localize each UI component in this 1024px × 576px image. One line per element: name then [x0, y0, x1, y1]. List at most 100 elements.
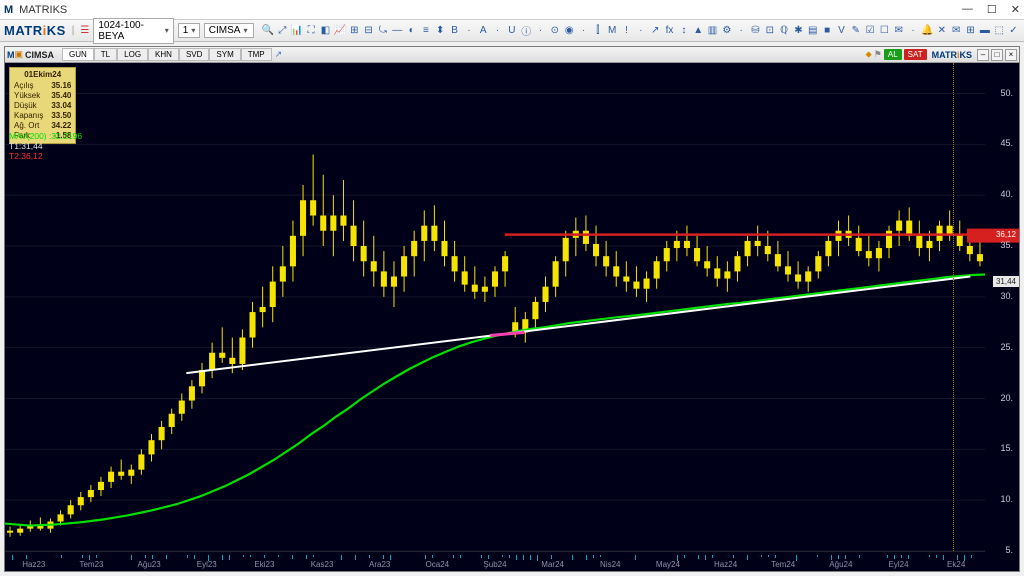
maximize-button[interactable]: ☐ [987, 3, 997, 16]
price-tag-trend: 31,44 [993, 276, 1019, 287]
toolbar-icon-47[interactable]: ✕ [936, 24, 948, 38]
toolbar-icon-9[interactable]: — [391, 24, 403, 38]
toolbar-icon-17[interactable]: U [506, 24, 518, 38]
close-button[interactable]: ✕ [1011, 3, 1020, 16]
chart-canvas [5, 63, 1019, 571]
sell-badge[interactable]: SAT [904, 49, 927, 60]
toolbar-icon-41[interactable]: ✎ [850, 24, 862, 38]
toolbar-icon-27[interactable]: ↗ [649, 24, 661, 38]
toolbar-icon-22[interactable]: · [577, 24, 589, 38]
toolbar-icon-52[interactable]: ✓ [1007, 24, 1019, 38]
chart-header: M ▣ CIMSA GUNTLLOGKHNSVDSYMTMP ↗ ⬥ ⚑ AL … [5, 47, 1019, 63]
x-tick-label: Eki23 [254, 560, 274, 569]
toolbar-icon-24[interactable]: M [606, 24, 618, 38]
chart-close-button[interactable]: × [1005, 49, 1017, 61]
symbol-search[interactable]: CIMSA [204, 23, 254, 38]
toolbar-icon-3[interactable]: ⛶ [305, 24, 317, 38]
toolbar-icon-49[interactable]: ⊞ [964, 24, 976, 38]
toolbar-icon-44[interactable]: ✉ [893, 24, 905, 38]
toolbar-icon-34[interactable]: ⛁ [749, 24, 761, 38]
toolbar-icon-4[interactable]: ◧ [319, 24, 331, 38]
toolbar-icon-40[interactable]: V [835, 24, 847, 38]
tab-extra-icon[interactable]: ↗ [275, 49, 283, 60]
app-logo-icon: M [4, 4, 13, 16]
chart-logo-icon: M [7, 50, 15, 60]
toolbar-icon-2[interactable]: 📊 [291, 24, 303, 38]
toolbar-icon-39[interactable]: ■ [821, 24, 833, 38]
toolbar-icon-18[interactable]: ⓘ [520, 24, 532, 38]
flag-icon[interactable]: ⚑ [874, 49, 882, 60]
toolbar-icon-48[interactable]: ✉ [950, 24, 962, 38]
toolbar-icon-35[interactable]: ⊡ [764, 24, 776, 38]
x-tick-label: Tem23 [79, 560, 103, 569]
toolbar-icon-19[interactable]: · [534, 24, 546, 38]
y-tick-label: 30. [1000, 291, 1013, 301]
tab-tmp[interactable]: TMP [241, 48, 272, 61]
chart-maximize-button[interactable]: □ [991, 49, 1003, 61]
x-tick-label: Oca24 [426, 560, 450, 569]
toolbar-icon-31[interactable]: ▥ [706, 24, 718, 38]
y-tick-label: 40. [1000, 189, 1013, 199]
toolbar-icon-13[interactable]: B [448, 24, 460, 38]
toolbar-icon-45[interactable]: · [907, 24, 919, 38]
brand-logo: MATRiKS [4, 23, 66, 38]
tab-khn[interactable]: KHN [148, 48, 179, 61]
x-tick-label: Haz23 [22, 560, 45, 569]
toolbar-icon-5[interactable]: 📈 [334, 24, 346, 38]
y-tick-label: 5. [1005, 545, 1013, 555]
toolbar-icon-37[interactable]: ✱ [792, 24, 804, 38]
ohlc-row: Açılış35.16 [14, 81, 71, 91]
toolbar-icon-8[interactable]: ⤿ [377, 24, 389, 38]
interval-dropdown[interactable]: 1 [178, 23, 200, 38]
toolbar-icon-16[interactable]: · [491, 24, 503, 38]
buy-badge[interactable]: AL [884, 49, 902, 60]
toolbar-icon-0[interactable]: 🔍 [262, 24, 274, 38]
toolbar-icon-42[interactable]: ☑ [864, 24, 876, 38]
chart-brand: MATRiKS [932, 50, 972, 60]
toolbar-icon-46[interactable]: 🔔 [921, 24, 933, 38]
chart-minimize-button[interactable]: – [977, 49, 989, 61]
toolbar-icon-23[interactable]: ⫿ [592, 24, 604, 38]
toolbar-icon-50[interactable]: ▬ [979, 24, 991, 38]
ohlc-row: Yüksek35.40 [14, 91, 71, 101]
toolbar-icon-12[interactable]: ⬍ [434, 24, 446, 38]
toolbar-icon-28[interactable]: fx [663, 24, 675, 38]
x-tick-label: Eyl24 [889, 560, 909, 569]
toolbar-icon-29[interactable]: ↕ [678, 24, 690, 38]
tab-sym[interactable]: SYM [209, 48, 240, 61]
indicator-labels: MAV(200) :32.2196 T1:31,44 T2:36,12 [9, 131, 82, 162]
toolbar-icon-43[interactable]: ☐ [878, 24, 890, 38]
toolbar-icon-32[interactable]: ⚙ [721, 24, 733, 38]
toolbar-icon-6[interactable]: ⊞ [348, 24, 360, 38]
toolbar-icon-33[interactable]: · [735, 24, 747, 38]
toolbar-icon-row: 🔍⤢📊⛶◧📈⊞⊟⤿—◐≡⬍B·A·Uⓘ·⊙◉·⫿M!·↗fx↕▲▥⚙·⛁⊡ℚ✱▤… [262, 24, 1020, 38]
tab-tl[interactable]: TL [94, 48, 117, 61]
minimize-button[interactable]: — [962, 3, 973, 16]
toolbar-icon-38[interactable]: ▤ [807, 24, 819, 38]
toolbar-icon-26[interactable]: · [635, 24, 647, 38]
toolbar-icon-20[interactable]: ⊙ [549, 24, 561, 38]
y-tick-label: 25. [1000, 342, 1013, 352]
alert-icon[interactable]: ⬥ [865, 49, 871, 60]
toolbar-icon-25[interactable]: ! [620, 24, 632, 38]
list-dropdown[interactable]: 1024-100-BEYA [93, 18, 173, 44]
tab-log[interactable]: LOG [117, 48, 148, 61]
toolbar-icon-7[interactable]: ⊟ [362, 24, 374, 38]
tab-svd[interactable]: SVD [179, 48, 209, 61]
toolbar-icon-30[interactable]: ▲ [692, 24, 704, 38]
toolbar-icon-14[interactable]: · [463, 24, 475, 38]
y-tick-label: 50. [1000, 88, 1013, 98]
toolbar-icon-1[interactable]: ⤢ [276, 24, 288, 38]
chart-plot-area[interactable]: 01Ekim24 Açılış35.16Yüksek35.40Düşük33.0… [5, 63, 1019, 571]
toolbar-icon-15[interactable]: A [477, 24, 489, 38]
toolbar-icon-21[interactable]: ◉ [563, 24, 575, 38]
tab-gun[interactable]: GUN [62, 48, 94, 61]
toolbar-icon-11[interactable]: ≡ [420, 24, 432, 38]
list-icon[interactable]: ☰ [80, 25, 89, 36]
chart-mini-icon: ▣ [15, 49, 24, 60]
toolbar-icon-51[interactable]: ⬚ [993, 24, 1005, 38]
timeframe-tabs: GUNTLLOGKHNSVDSYMTMP [62, 48, 272, 61]
toolbar-icon-36[interactable]: ℚ [778, 24, 790, 38]
t1-label: T1:31,44 [9, 141, 82, 151]
toolbar-icon-10[interactable]: ◐ [405, 24, 417, 38]
